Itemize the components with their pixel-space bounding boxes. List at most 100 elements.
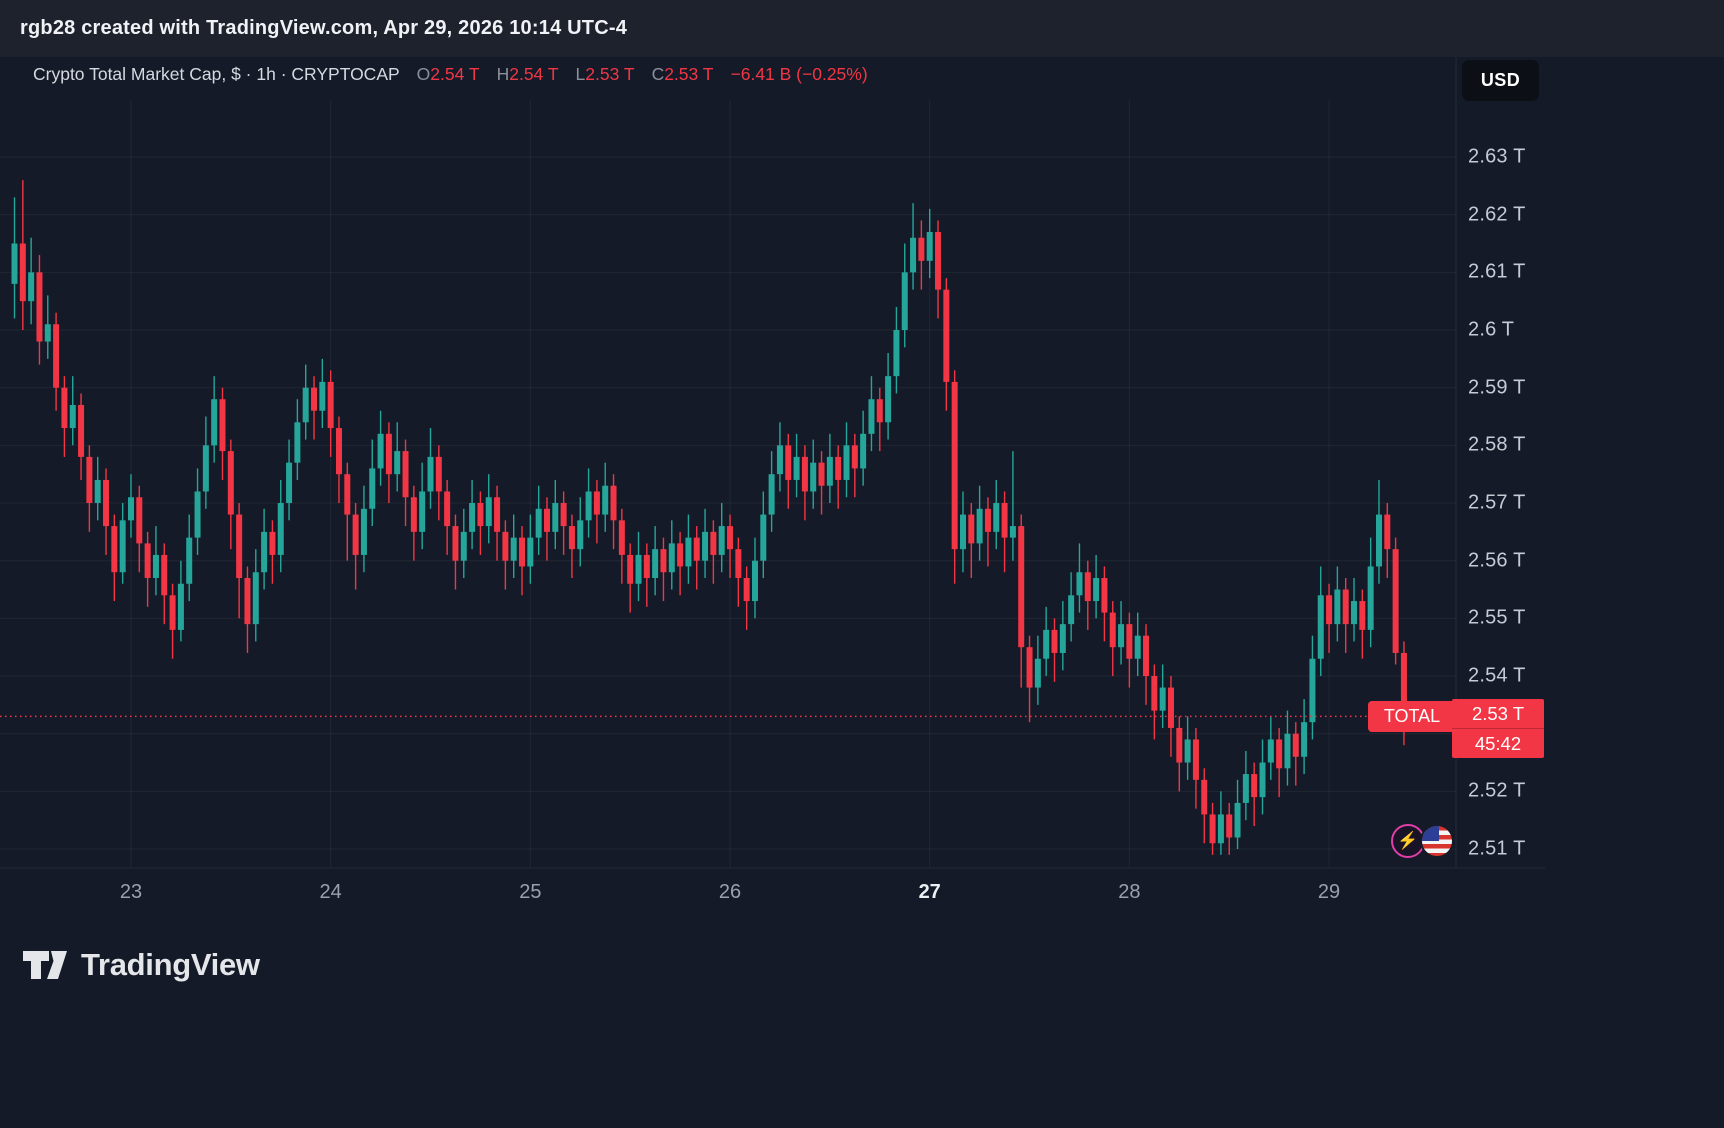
us-flag-icon: [1420, 824, 1454, 858]
candle-body: [1076, 572, 1083, 596]
candle-body: [1351, 601, 1358, 625]
currency-toggle-button[interactable]: USD: [1462, 60, 1539, 101]
candle-body: [801, 456, 808, 492]
candle-body: [494, 497, 501, 532]
candle-body: [901, 272, 908, 331]
candle-body: [136, 497, 143, 544]
candle-body: [643, 554, 650, 578]
attribution-text: rgb28 created with TradingView.com, Apr …: [20, 17, 628, 39]
candle-body: [1267, 739, 1274, 763]
candle-body: [1334, 589, 1341, 625]
price-axis-label: 2.57 T: [1468, 491, 1526, 514]
candle-body: [202, 445, 209, 492]
candle-body: [261, 531, 268, 573]
candle-body: [460, 531, 467, 561]
candle-body: [959, 514, 966, 550]
candle-body: [402, 451, 409, 498]
candle-body: [419, 491, 426, 532]
candle-body: [968, 514, 975, 544]
candle-body: [1126, 624, 1133, 659]
candle-body: [1242, 774, 1249, 803]
candle-body: [635, 554, 642, 584]
candle-body: [1375, 514, 1382, 567]
symbol-title[interactable]: Crypto Total Market Cap, $ · 1h · CRYPTO…: [33, 64, 400, 84]
price-axis-label: 2.6 T: [1468, 318, 1515, 341]
candle-body: [94, 479, 101, 504]
candle-body: [169, 595, 176, 630]
candle-body: [1167, 687, 1174, 728]
candle-body: [1018, 526, 1025, 648]
candle-body: [760, 514, 767, 561]
candle-body: [851, 445, 858, 469]
candle-body: [1192, 739, 1199, 780]
price-axis-label: 2.63 T: [1468, 145, 1526, 168]
candle-body: [793, 456, 800, 480]
candle-body: [1034, 658, 1041, 688]
candle-body: [568, 526, 575, 550]
candle-body: [835, 456, 842, 480]
candle-body: [1400, 652, 1407, 717]
candle-body: [1068, 595, 1075, 625]
candle-body: [452, 526, 459, 561]
candle-body: [1342, 589, 1349, 625]
candle-body: [918, 237, 925, 261]
candle-body: [893, 330, 900, 377]
candle-body: [78, 404, 85, 457]
candle-body: [1101, 577, 1108, 613]
candle-body: [1326, 595, 1333, 625]
candle-body: [843, 445, 850, 480]
candle-body: [277, 503, 284, 555]
candle-body: [502, 531, 509, 561]
candle-body: [1184, 739, 1191, 763]
candle-body: [751, 560, 758, 602]
candle-body: [485, 497, 492, 527]
candle-body: [1009, 526, 1016, 538]
candle-body: [177, 583, 184, 630]
candle-body: [1317, 595, 1324, 659]
candle-body: [111, 526, 118, 573]
candle-body: [311, 387, 318, 411]
candle-body: [527, 537, 534, 567]
candle-body: [1093, 577, 1100, 602]
candle-body: [543, 508, 550, 532]
candle-body: [1234, 802, 1241, 838]
candle-body: [1359, 601, 1366, 630]
candle-body: [61, 387, 68, 429]
candle-body: [36, 272, 43, 342]
candle-body: [377, 433, 384, 469]
candle-body: [1001, 503, 1008, 538]
candle-body: [469, 503, 476, 532]
candle-body: [593, 491, 600, 515]
candle-body: [1043, 629, 1050, 659]
price-axis-label: 2.62 T: [1468, 203, 1526, 226]
candle-body: [976, 508, 983, 544]
candle-body: [1384, 514, 1391, 550]
candle-body: [860, 433, 867, 469]
candle-body: [1367, 566, 1374, 630]
candle-body: [1259, 762, 1266, 798]
candle-body: [1084, 572, 1091, 602]
candle-body: [743, 577, 750, 602]
candle-body: [943, 289, 950, 382]
candle-body: [186, 537, 193, 584]
time-axis-label: 28: [1118, 881, 1141, 903]
candle-body: [510, 537, 517, 561]
candle-body: [810, 462, 817, 492]
candle-body: [427, 456, 434, 492]
price-axis-label: 2.59 T: [1468, 376, 1526, 399]
time-axis-label: 26: [718, 881, 742, 903]
candle-body: [768, 474, 775, 515]
candle-body: [394, 451, 401, 475]
candle-body: [585, 491, 592, 521]
candle-body: [11, 243, 18, 284]
candle-body: [710, 531, 717, 555]
tradingview-logo[interactable]: TradingView: [22, 944, 260, 986]
ohlc-open: O2.54 T: [416, 64, 480, 84]
candle-body: [785, 445, 792, 480]
candle-body: [910, 237, 917, 273]
candle-body: [668, 543, 675, 573]
candle-body: [519, 537, 526, 567]
